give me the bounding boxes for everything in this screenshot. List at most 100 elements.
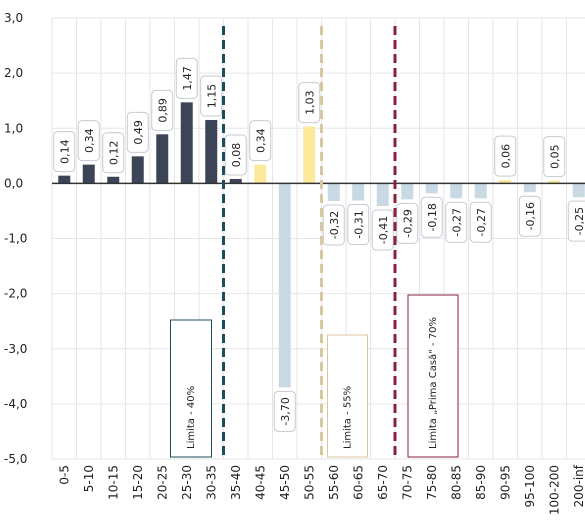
limit-box [327, 334, 368, 458]
value-label-box [567, 200, 585, 242]
value-label: 0,49 [132, 120, 145, 145]
value-label: -3,70 [279, 397, 292, 425]
value-label-box [347, 203, 370, 245]
value-label: -0,18 [426, 203, 439, 231]
value-label-box [53, 131, 76, 173]
x-tick-label: 40-45 [253, 465, 267, 500]
value-label-box [322, 204, 345, 246]
x-tick-label: 0-5 [57, 465, 71, 485]
bar [58, 175, 71, 184]
limit-label: Limita - 40% [186, 386, 197, 449]
value-label: 1,03 [303, 90, 316, 115]
value-label: 1,15 [205, 84, 218, 109]
bar [107, 176, 120, 184]
bar [376, 183, 389, 206]
x-tick-label: 95-100 [523, 465, 537, 508]
value-label-box [469, 201, 492, 243]
bar [499, 180, 512, 184]
value-label-box [224, 134, 247, 176]
value-label: 0,06 [499, 144, 512, 169]
limit-box [170, 319, 212, 458]
x-tick-label: 45-50 [278, 465, 292, 500]
bar [229, 178, 242, 184]
value-label: 0,89 [156, 98, 169, 123]
bar [401, 183, 414, 200]
value-label-box [494, 135, 517, 177]
bar [327, 183, 340, 202]
bar [425, 183, 438, 194]
value-label-box [151, 89, 174, 131]
bar [352, 183, 365, 201]
x-tick-label: 55-60 [327, 465, 341, 500]
x-tick-label: 90-95 [498, 465, 512, 500]
value-label: 0,12 [107, 141, 120, 166]
value-label-box [396, 202, 419, 244]
value-label-box [249, 120, 272, 162]
limit-label: Limita - 55% [343, 386, 354, 449]
value-label: -0,16 [524, 202, 537, 230]
y-tick-label: -4,0 [4, 397, 27, 411]
value-label: -0,27 [450, 208, 463, 236]
value-label: -0,25 [573, 207, 585, 235]
value-label-box [175, 57, 198, 99]
value-label: 0,08 [230, 143, 243, 168]
bar [303, 126, 316, 184]
x-tick-label: 85-90 [474, 465, 488, 500]
limit-label: Limita „Prima Casă" - 70% [428, 317, 439, 449]
x-tick-label: 75-80 [425, 465, 439, 500]
bar [523, 183, 536, 193]
bar [572, 183, 585, 198]
value-label-box [445, 201, 468, 243]
y-tick-label: -2,0 [4, 287, 27, 301]
x-tick-label: 15-20 [131, 465, 145, 500]
x-tick-label: 100-200 [547, 465, 561, 515]
value-label-box [518, 195, 541, 237]
bar [205, 119, 218, 184]
limit-box [407, 294, 459, 458]
value-label-box [543, 136, 566, 178]
value-label: -0,32 [328, 211, 341, 239]
bar [278, 183, 291, 388]
value-label: 0,34 [254, 128, 267, 153]
value-label: -0,31 [352, 210, 365, 238]
value-label-box [371, 209, 394, 251]
bar [180, 102, 193, 184]
y-tick-label: -3,0 [4, 342, 27, 356]
value-label: 0,05 [548, 144, 561, 169]
bar [254, 164, 267, 184]
value-label: -0,27 [475, 208, 488, 236]
x-tick-label: 70-75 [400, 465, 414, 500]
value-label-box [298, 82, 321, 124]
x-tick-label: 60-65 [351, 465, 365, 500]
value-label-box [102, 132, 125, 174]
x-tick-label: 35-40 [229, 465, 243, 500]
bar [82, 164, 95, 184]
x-tick-label: 65-70 [376, 465, 390, 500]
bar [548, 180, 561, 184]
x-tick-label: 20-25 [155, 465, 169, 500]
y-tick-label: 2,0 [4, 66, 23, 80]
bar [474, 183, 487, 199]
x-tick-label: 50-55 [302, 465, 316, 500]
value-label-box [200, 75, 223, 117]
x-tick-label: 80-85 [449, 465, 463, 500]
x-tick-label: 200-inf [572, 464, 585, 507]
value-label: -0,29 [401, 209, 414, 237]
y-tick-label: -1,0 [4, 232, 27, 246]
y-tick-label: 1,0 [4, 121, 23, 135]
value-label: 1,47 [181, 66, 194, 91]
value-label-box [273, 390, 296, 432]
value-label-box [126, 111, 149, 153]
x-tick-label: 5-10 [82, 465, 96, 492]
x-tick-label: 30-35 [204, 465, 218, 500]
y-tick-label: 3,0 [4, 11, 23, 25]
bar [156, 134, 169, 184]
x-tick-label: 25-30 [180, 465, 194, 500]
value-label-box [77, 120, 100, 162]
value-label-box [420, 196, 443, 238]
bar [450, 183, 463, 199]
x-tick-label: 10-15 [106, 465, 120, 500]
y-tick-label: 0,0 [4, 176, 23, 190]
value-label: -0,41 [377, 216, 390, 244]
